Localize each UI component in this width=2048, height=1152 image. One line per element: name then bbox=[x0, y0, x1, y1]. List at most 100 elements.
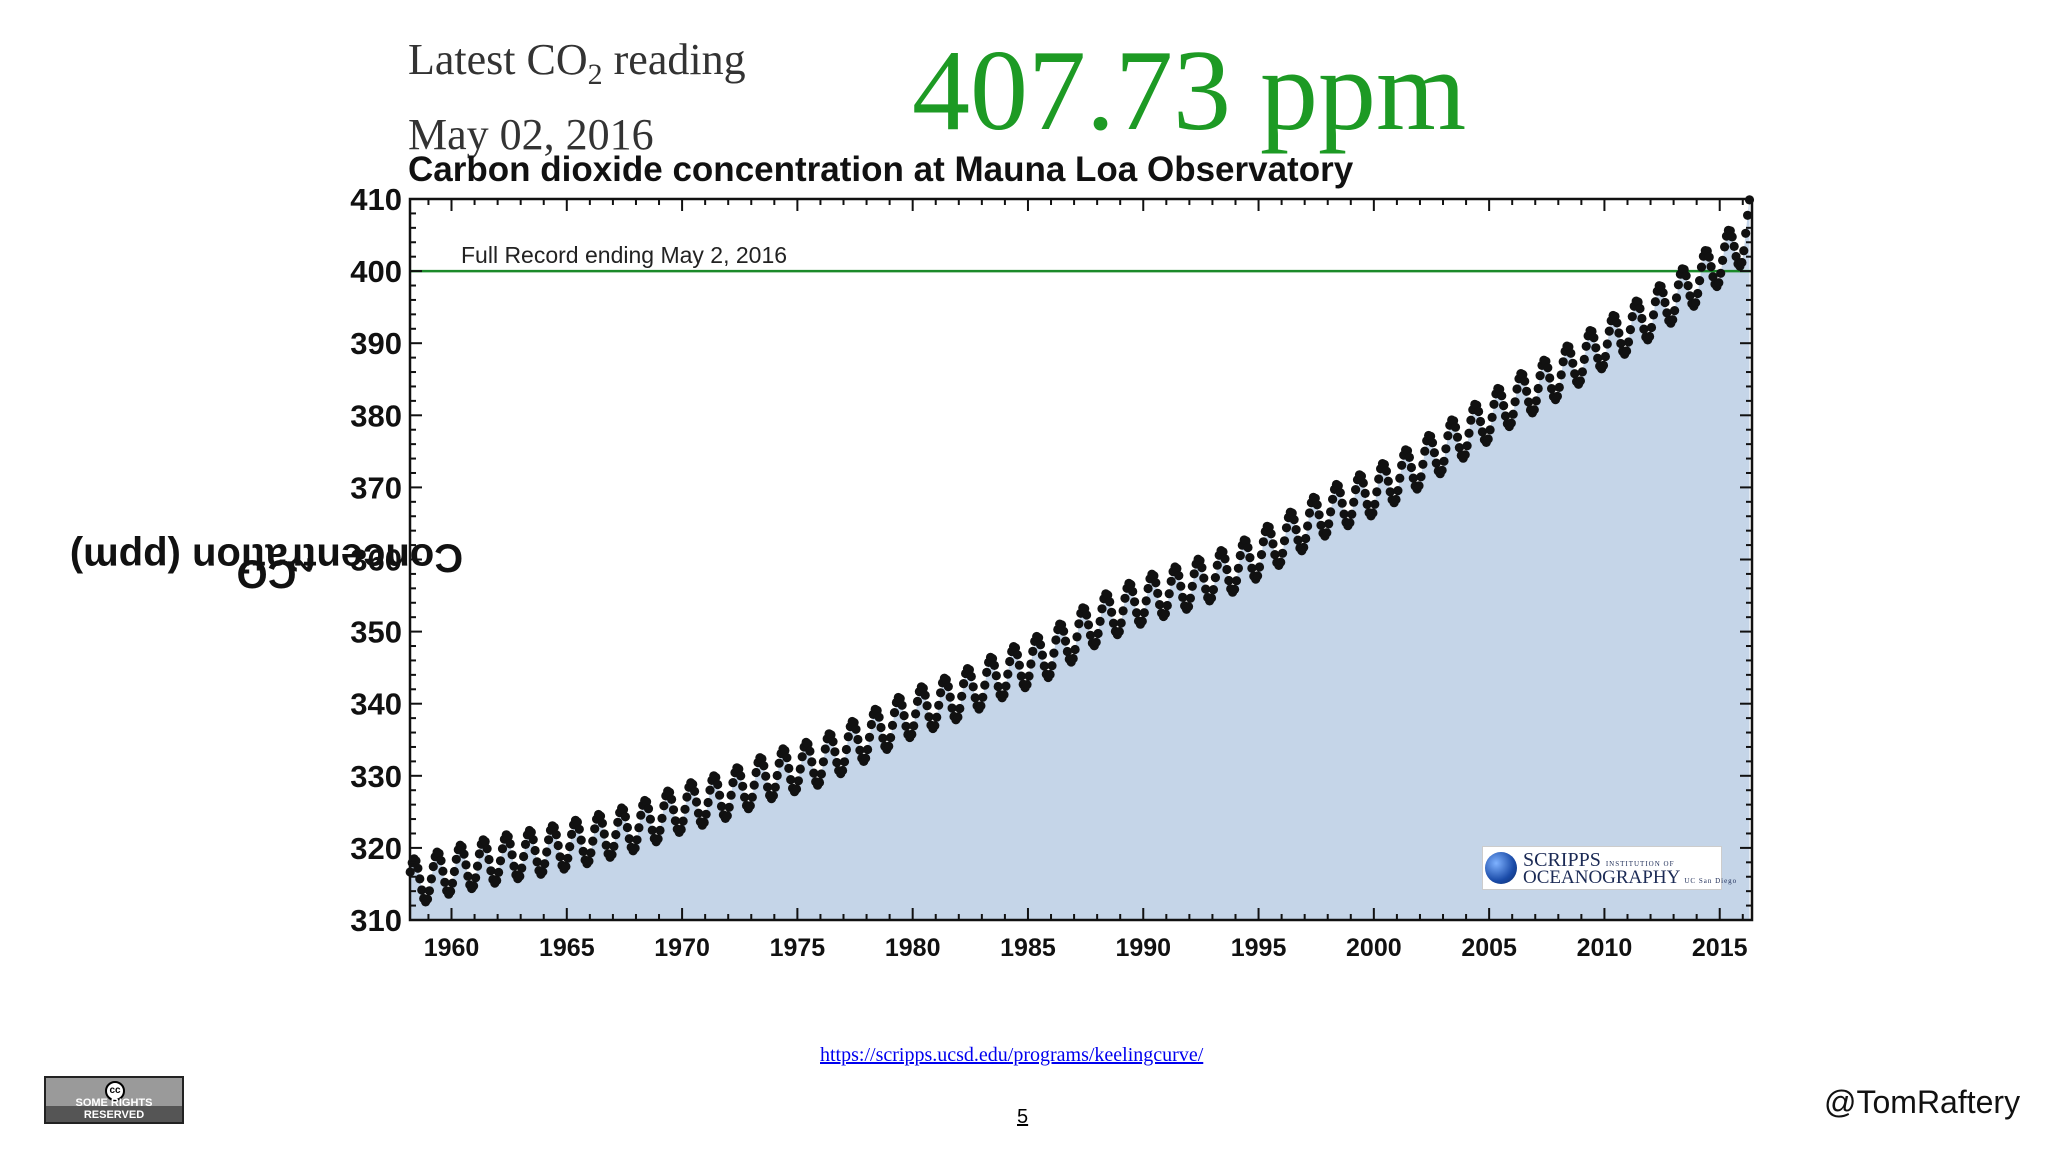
data-point bbox=[1729, 241, 1739, 251]
data-point bbox=[632, 835, 642, 845]
data-point bbox=[526, 827, 536, 837]
data-point bbox=[1614, 328, 1624, 338]
data-point bbox=[1362, 499, 1372, 509]
data-point bbox=[703, 797, 713, 808]
data-point bbox=[1499, 401, 1509, 411]
data-point bbox=[1304, 508, 1315, 518]
data-point bbox=[1247, 563, 1257, 573]
data-point bbox=[424, 886, 434, 896]
data-point bbox=[728, 778, 738, 788]
y-tick-label: 410 bbox=[350, 182, 402, 217]
y-tick-label: 380 bbox=[350, 398, 402, 433]
data-point bbox=[1429, 448, 1439, 458]
data-point bbox=[1224, 575, 1234, 586]
data-point bbox=[1635, 303, 1645, 314]
data-point bbox=[970, 693, 980, 703]
data-point bbox=[1506, 418, 1516, 428]
data-point bbox=[428, 861, 438, 872]
data-point bbox=[1093, 628, 1103, 639]
data-point bbox=[1035, 640, 1046, 650]
data-point bbox=[1337, 498, 1347, 508]
data-point bbox=[1105, 597, 1115, 607]
data-point bbox=[795, 764, 805, 774]
data-point bbox=[1026, 659, 1036, 669]
data-point bbox=[1281, 523, 1292, 533]
y-tick-label: 340 bbox=[350, 687, 402, 722]
data-point bbox=[1531, 396, 1541, 406]
data-point bbox=[1155, 600, 1165, 610]
data-point bbox=[530, 845, 540, 856]
data-point bbox=[864, 732, 875, 742]
data-point bbox=[532, 857, 542, 867]
data-point bbox=[738, 781, 748, 791]
chart-annotation: Full Record ending May 2, 2016 bbox=[461, 242, 787, 268]
creative-commons-badge[interactable]: cc SOME RIGHTS RESERVED bbox=[44, 1076, 184, 1124]
data-point bbox=[786, 775, 796, 785]
data-point bbox=[1450, 422, 1461, 432]
data-point bbox=[565, 842, 575, 852]
data-point bbox=[1385, 487, 1395, 497]
data-point bbox=[1693, 288, 1703, 299]
data-point bbox=[932, 712, 942, 722]
data-point bbox=[1681, 271, 1691, 281]
data-point bbox=[1256, 550, 1267, 560]
data-point bbox=[1554, 382, 1564, 392]
data-point bbox=[722, 811, 732, 821]
data-point bbox=[1487, 412, 1497, 422]
data-point bbox=[1166, 576, 1176, 586]
data-point bbox=[426, 874, 436, 884]
data-point bbox=[446, 886, 456, 897]
data-point bbox=[1218, 547, 1228, 557]
data-point bbox=[1466, 415, 1476, 425]
data-point bbox=[1397, 460, 1407, 470]
data-point bbox=[1408, 473, 1418, 483]
x-tick-label: 2015 bbox=[1692, 934, 1748, 962]
data-point bbox=[668, 805, 679, 815]
data-point bbox=[1174, 571, 1184, 581]
data-point bbox=[624, 834, 634, 844]
data-point bbox=[1070, 644, 1080, 655]
data-point bbox=[1646, 322, 1657, 333]
data-point bbox=[724, 802, 734, 812]
data-point bbox=[1558, 357, 1568, 367]
data-point bbox=[924, 712, 934, 722]
source-link[interactable]: https://scripps.ucsd.edu/programs/keelin… bbox=[820, 1044, 1204, 1066]
data-point bbox=[693, 808, 704, 818]
data-point bbox=[505, 839, 515, 849]
y-tick-label: 310 bbox=[350, 903, 402, 938]
reading-label-line: Latest CO2 reading bbox=[408, 35, 746, 91]
data-point bbox=[1718, 255, 1728, 265]
y-tick-label: 390 bbox=[350, 326, 402, 361]
data-point bbox=[1556, 370, 1566, 380]
data-point bbox=[1139, 608, 1149, 618]
data-point bbox=[1016, 671, 1026, 681]
data-point bbox=[586, 848, 596, 858]
x-tick-label: 1965 bbox=[539, 934, 595, 962]
data-point bbox=[451, 854, 461, 864]
data-point bbox=[816, 769, 827, 779]
data-point bbox=[1012, 650, 1023, 660]
data-point bbox=[1010, 643, 1021, 653]
data-point bbox=[1164, 589, 1174, 599]
data-point bbox=[1187, 581, 1197, 591]
data-point bbox=[645, 814, 656, 824]
data-point bbox=[726, 790, 736, 800]
reading-value: 407.73 ppm bbox=[912, 27, 1467, 155]
data-point bbox=[705, 785, 715, 795]
data-point bbox=[1406, 462, 1416, 473]
data-point bbox=[1024, 671, 1034, 681]
data-point bbox=[1443, 431, 1453, 441]
data-point bbox=[480, 836, 490, 847]
y-tick-label: 350 bbox=[350, 615, 402, 650]
data-point bbox=[1464, 428, 1474, 438]
data-point bbox=[793, 776, 804, 786]
data-point bbox=[941, 675, 951, 685]
data-point bbox=[1137, 616, 1147, 626]
data-point bbox=[1570, 369, 1580, 379]
data-point bbox=[936, 688, 946, 698]
data-point bbox=[830, 747, 840, 757]
data-point bbox=[1083, 620, 1094, 630]
data-point bbox=[567, 829, 577, 840]
data-point bbox=[555, 852, 565, 862]
data-point bbox=[1143, 583, 1153, 594]
